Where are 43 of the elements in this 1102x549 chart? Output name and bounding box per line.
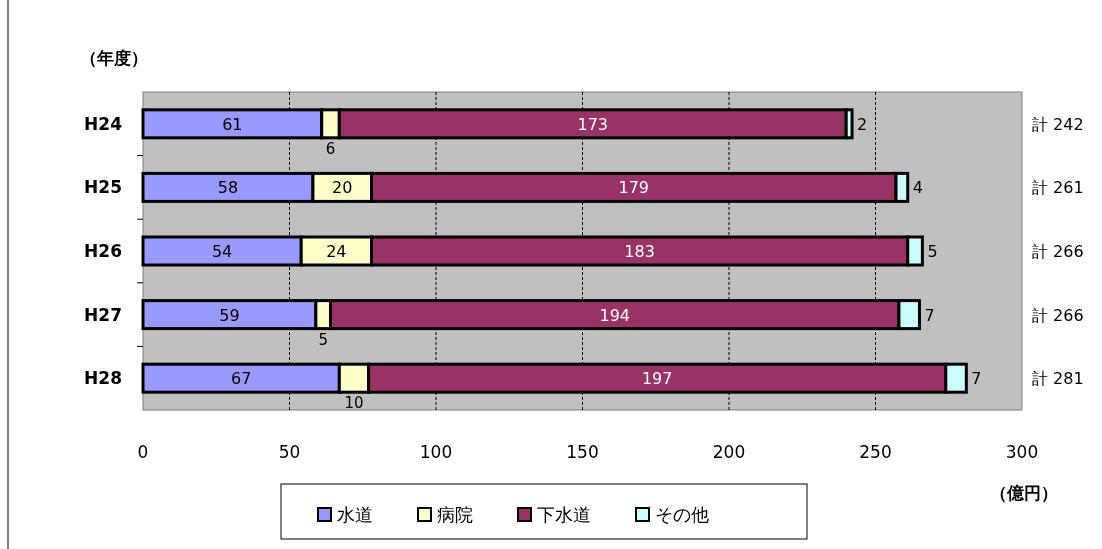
data-label: 54 bbox=[211, 242, 233, 261]
data-label: 61 bbox=[222, 114, 243, 134]
x-tick-label: 50 bbox=[278, 442, 301, 462]
data-label: 58 bbox=[217, 178, 239, 198]
text: 計 242 bbox=[1032, 114, 1084, 134]
x-tick-label: 200 bbox=[712, 442, 746, 462]
text: 計 266 bbox=[1032, 305, 1084, 325]
data-label: 24 bbox=[326, 242, 347, 261]
y-tick-label: H27 bbox=[84, 304, 122, 325]
data-label: 179 bbox=[618, 178, 650, 198]
data-label: 67 bbox=[230, 369, 252, 389]
legend-label: 病院 bbox=[437, 504, 473, 525]
data-label: 2 bbox=[857, 114, 868, 134]
data-label: 4 bbox=[912, 178, 923, 198]
text: 計 261 bbox=[1032, 178, 1084, 198]
data-label: 183 bbox=[624, 242, 655, 261]
legend-label: その他 bbox=[655, 504, 709, 525]
x-tick-label: 150 bbox=[566, 442, 599, 462]
data-label: 59 bbox=[219, 305, 240, 325]
legend-label: 下水道 bbox=[537, 504, 591, 525]
y-tick-label: H25 bbox=[84, 177, 122, 198]
y-tick-label: H28 bbox=[84, 368, 122, 389]
data-label: 7 bbox=[971, 369, 982, 389]
data-label: 20 bbox=[332, 178, 353, 198]
data-label: 6 bbox=[325, 139, 336, 158]
data-label: 173 bbox=[577, 114, 609, 134]
y-tick-label: H26 bbox=[84, 241, 122, 261]
data-label: 5 bbox=[318, 330, 328, 349]
x-tick-label: 0 bbox=[137, 442, 149, 462]
data-label: 197 bbox=[641, 369, 673, 389]
y-tick-label: H24 bbox=[84, 113, 123, 134]
y-axis-title: （年度） bbox=[80, 48, 148, 68]
text: 計 266 bbox=[1032, 242, 1084, 261]
data-label: 7 bbox=[924, 305, 935, 325]
data-label: 194 bbox=[599, 305, 630, 325]
x-axis-title: （億円） bbox=[990, 483, 1058, 503]
x-tick-label: 100 bbox=[419, 442, 453, 462]
data-label: 5 bbox=[927, 242, 938, 261]
data-label: 10 bbox=[344, 394, 364, 413]
x-tick-label: 300 bbox=[1005, 442, 1039, 462]
legend-label: 水道 bbox=[337, 504, 373, 525]
x-tick-label: 250 bbox=[859, 442, 892, 462]
text: 計 281 bbox=[1032, 369, 1084, 389]
